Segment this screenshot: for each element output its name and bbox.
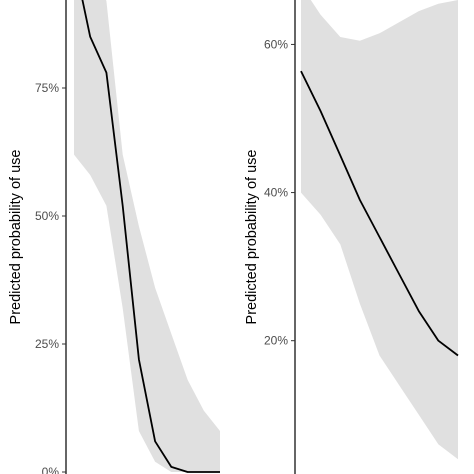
y-tick-label: 75% bbox=[35, 81, 59, 95]
predicted-line bbox=[81, 0, 220, 473]
y-tick-label: 40% bbox=[264, 186, 288, 200]
y-tick-label: 20% bbox=[264, 334, 288, 348]
y-tick-label: 50% bbox=[35, 209, 59, 223]
predicted-line bbox=[300, 70, 459, 357]
right-panel: 20% 40% 60% Predicted probability of use bbox=[244, 0, 459, 474]
y-tick-label: 60% bbox=[264, 37, 288, 51]
y-tick-label: 25% bbox=[35, 337, 59, 351]
y-tick-label: 0% bbox=[42, 465, 60, 474]
confidence-band bbox=[74, 0, 220, 472]
left-panel: 0% 25% 50% 75% Predicted probability of use bbox=[8, 0, 220, 474]
y-axis-title: Predicted probability of use bbox=[244, 150, 260, 325]
confidence-band bbox=[301, 0, 458, 460]
y-axis-title: Predicted probability of use bbox=[8, 150, 24, 325]
